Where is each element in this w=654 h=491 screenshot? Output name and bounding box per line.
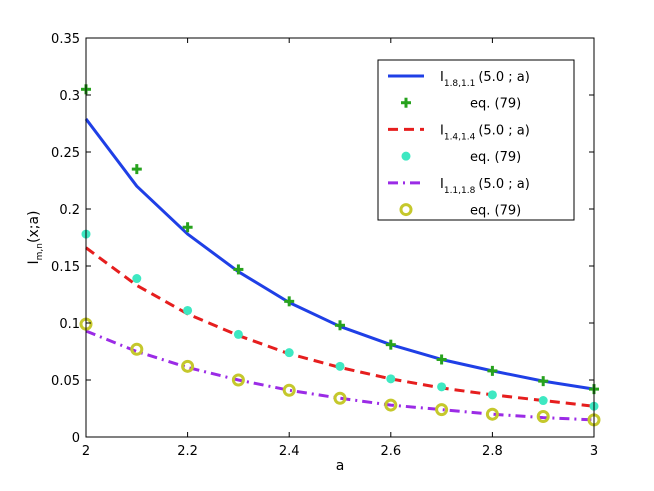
legend-box [377,59,575,221]
series-1-point [385,339,396,350]
series-3-point [132,274,142,284]
legend-label-sub: 1.4,1.4 [444,132,476,142]
legend-label: eq. (79) [470,150,521,165]
y-axis-label-sub: m,n [35,243,45,260]
x-tick-label: 3 [590,444,598,459]
series-3-point [538,396,548,406]
legend-label: eq. (79) [470,204,521,219]
y-tick-label: 0.05 [51,374,80,389]
legend-label-sub: 1.1,1.8 [444,186,476,196]
series-line-4 [85,329,595,422]
y-axis-label-tail: (x;a) [26,211,42,244]
legend-label-main: eq. (79) [470,204,521,219]
legend-label-sub: 1.8,1.1 [444,79,476,89]
series-1-point [335,320,345,331]
x-axis-label: a [336,458,345,474]
series-1-point [284,296,295,307]
legend-label-tail: (5.0 ; a) [478,70,529,85]
series-5-point [536,409,550,423]
y-axis-label-main: I [26,260,42,264]
series-1-point [182,222,193,233]
legend-label: I1.8,1.1 (5.0 ; a) [440,70,530,89]
series-3-point [284,348,294,358]
legend-label-tail: (5.0 ; a) [478,123,529,138]
legend-label-main: eq. (79) [470,150,521,165]
series-layer [79,84,601,427]
series-3-point [233,329,243,339]
legend-marker [401,151,411,161]
series-3-point [437,382,447,392]
legend-marker [401,97,411,108]
y-tick-label: 0 [72,431,80,446]
x-tick-label: 2.4 [279,444,300,459]
series-5-point [435,403,449,417]
legend-symbol [401,151,411,161]
legend-label-main: I [440,177,444,192]
legend-label-main: I [440,123,444,138]
series-3-point [183,305,193,315]
series-1-point [131,164,142,175]
series-5-point [130,342,144,356]
legend-symbol [399,203,413,217]
series-5-point [282,383,296,397]
plot-frame [85,37,595,438]
legend-label-main: I [440,70,444,85]
y-axis-label: Im,n(x;a) [26,211,45,265]
y-tick-label: 0.15 [51,260,80,275]
x-tick-label: 2.2 [177,444,198,459]
y-tick-label: 0.35 [51,32,80,47]
series-3-point [386,374,396,384]
legend-marker [399,203,413,217]
series-1-point [436,354,447,365]
ticks-layer: 2 2.2 2.4 2.6 2.8 3 0 0.05 0.1 0.15 0.2 0.25 0.3 0.35 [51,32,598,459]
series-1-point [538,376,549,387]
x-tick-label: 2.6 [380,444,401,459]
legend-symbol [401,97,411,108]
series-5-point [231,373,245,387]
y-tick-label: 0.2 [59,203,80,218]
series-5-point [485,407,499,421]
y-tick-label: 0.1 [59,317,80,332]
series-1-point [487,365,498,376]
legend-label-main: eq. (79) [470,97,521,112]
legend-label: eq. (79) [470,97,521,112]
series-3-point [487,390,497,400]
series-1-point [233,264,244,275]
y-tick-label: 0.25 [51,146,80,161]
legend: I1.8,1.1 (5.0 ; a)eq. (79)I1.4,1.4 (5.0 ; … [377,59,575,221]
legend-label: I1.1,1.8 (5.0 ; a) [440,177,530,196]
legend-label-tail: (5.0 ; a) [478,177,529,192]
legend-label: I1.4,1.4 (5.0 ; a) [440,123,530,142]
x-tick-label: 2 [82,444,90,459]
series-5-point [333,391,347,405]
series-3-point [335,361,345,371]
series-5-point [384,398,398,412]
series-5-point [181,359,195,373]
series-line-2 [85,246,595,408]
y-tick-label: 0.3 [59,89,80,104]
x-tick-label: 2.8 [482,444,503,459]
